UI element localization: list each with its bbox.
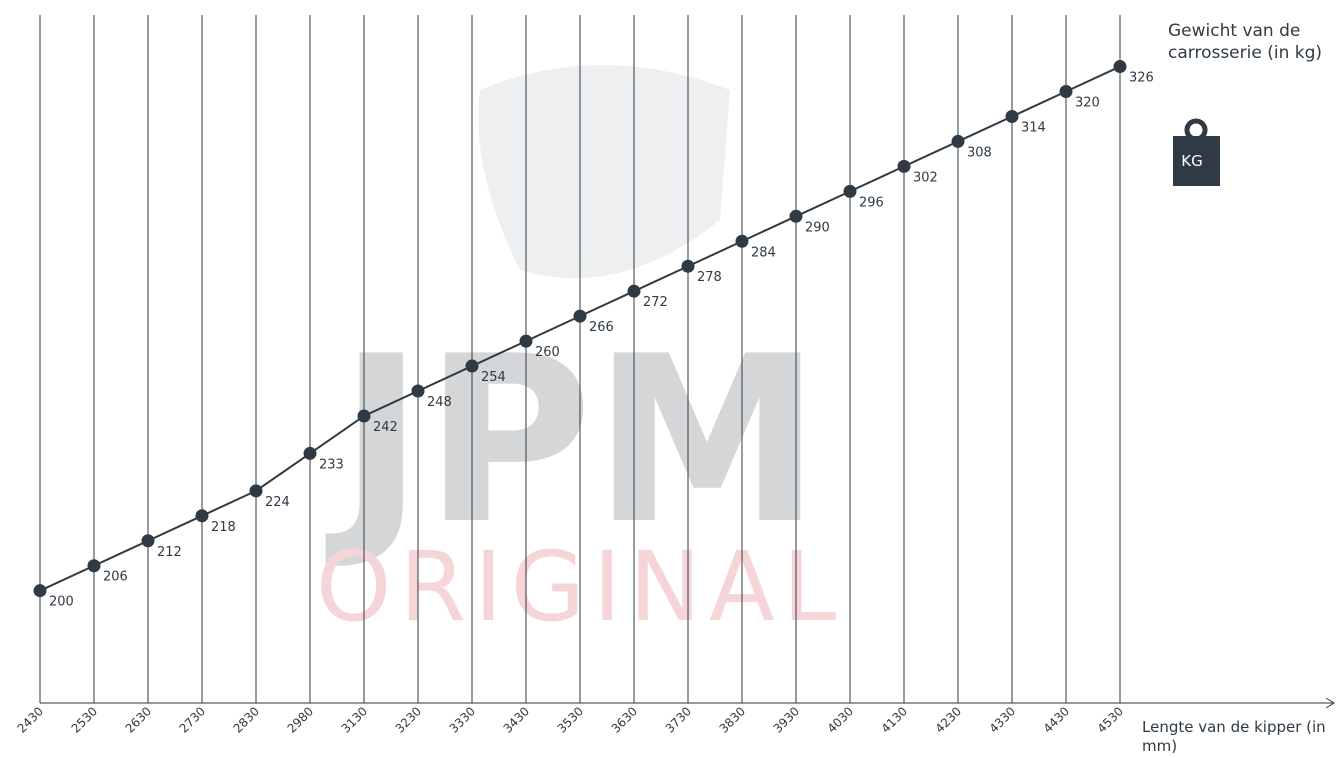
x-tick-label: 4430	[1041, 704, 1072, 735]
x-tick-label: 4530	[1095, 704, 1126, 735]
data-point	[249, 484, 263, 498]
data-label: 314	[1021, 120, 1046, 135]
x-tick-label: 3830	[717, 704, 748, 735]
x-tick-label: 2830	[231, 704, 262, 735]
data-label: 242	[373, 420, 398, 435]
data-label: 308	[967, 145, 992, 160]
data-point	[411, 384, 425, 398]
x-tick-label: 3430	[501, 704, 532, 735]
data-label: 290	[805, 220, 830, 235]
data-point	[519, 334, 533, 348]
data-point	[195, 509, 209, 523]
data-point	[897, 159, 911, 173]
data-point	[141, 534, 155, 548]
data-label: 200	[49, 595, 74, 610]
x-tick-label: 4230	[933, 704, 964, 735]
x-tick-label: 2730	[177, 704, 208, 735]
x-tick-label: 3530	[555, 704, 586, 735]
axis-arrow	[1325, 697, 1335, 709]
y-axis-label: Gewicht van de carrosserie (in kg)	[1168, 21, 1323, 63]
watermark-text: JPM	[325, 308, 821, 575]
x-tick-label: 3630	[609, 704, 640, 735]
data-point	[1059, 85, 1073, 99]
x-tick-label: 2980	[285, 704, 316, 735]
watermark-text: ORIGINAL	[316, 531, 844, 643]
data-label: 218	[211, 520, 236, 535]
data-label: 233	[319, 457, 344, 472]
x-tick-label: 4030	[825, 704, 856, 735]
x-tick-label: 4330	[987, 704, 1018, 735]
data-label: 266	[589, 320, 614, 335]
x-tick-label: 4130	[879, 704, 910, 735]
data-point	[789, 209, 803, 223]
x-tick-label: 2530	[69, 704, 100, 735]
x-tick-label: 3330	[447, 704, 478, 735]
x-tick-label: 3730	[663, 704, 694, 735]
data-label: 254	[481, 370, 506, 385]
data-label: 248	[427, 395, 452, 410]
data-label: 326	[1129, 71, 1154, 86]
x-tick-label: 2630	[123, 704, 154, 735]
watermark-shield	[478, 65, 730, 279]
data-point	[843, 184, 857, 198]
x-tick-label: 3130	[339, 704, 370, 735]
data-point	[627, 284, 641, 298]
x-tick-label: 3230	[393, 704, 424, 735]
icon-label: KG	[1181, 152, 1202, 170]
data-point	[1005, 109, 1019, 123]
x-tick-label: 2430	[15, 704, 46, 735]
data-point	[33, 584, 47, 598]
data-point	[951, 134, 965, 148]
data-point	[573, 309, 587, 323]
data-point	[465, 359, 479, 373]
data-label: 272	[643, 295, 668, 310]
data-label: 260	[535, 345, 560, 360]
x-tick-label: 3930	[771, 704, 802, 735]
data-point	[1113, 60, 1127, 74]
data-point	[735, 234, 749, 248]
data-label: 320	[1075, 96, 1100, 111]
icon: KG	[1173, 118, 1220, 186]
x-axis-label: Lengte van de kipper (in mm)	[1142, 718, 1326, 755]
data-point	[357, 409, 371, 423]
data-label: 212	[157, 545, 182, 560]
watermark: JPM ORIGINAL	[316, 65, 844, 643]
icon-body	[1173, 136, 1220, 186]
data-label: 302	[913, 170, 938, 185]
data-point	[303, 446, 317, 460]
data-label: 296	[859, 195, 884, 210]
data-point	[87, 559, 101, 573]
data-label: 224	[265, 495, 290, 510]
data-label: 206	[103, 570, 128, 585]
data-point	[681, 259, 695, 273]
data-label: 284	[751, 245, 776, 260]
data-label: 278	[697, 270, 722, 285]
